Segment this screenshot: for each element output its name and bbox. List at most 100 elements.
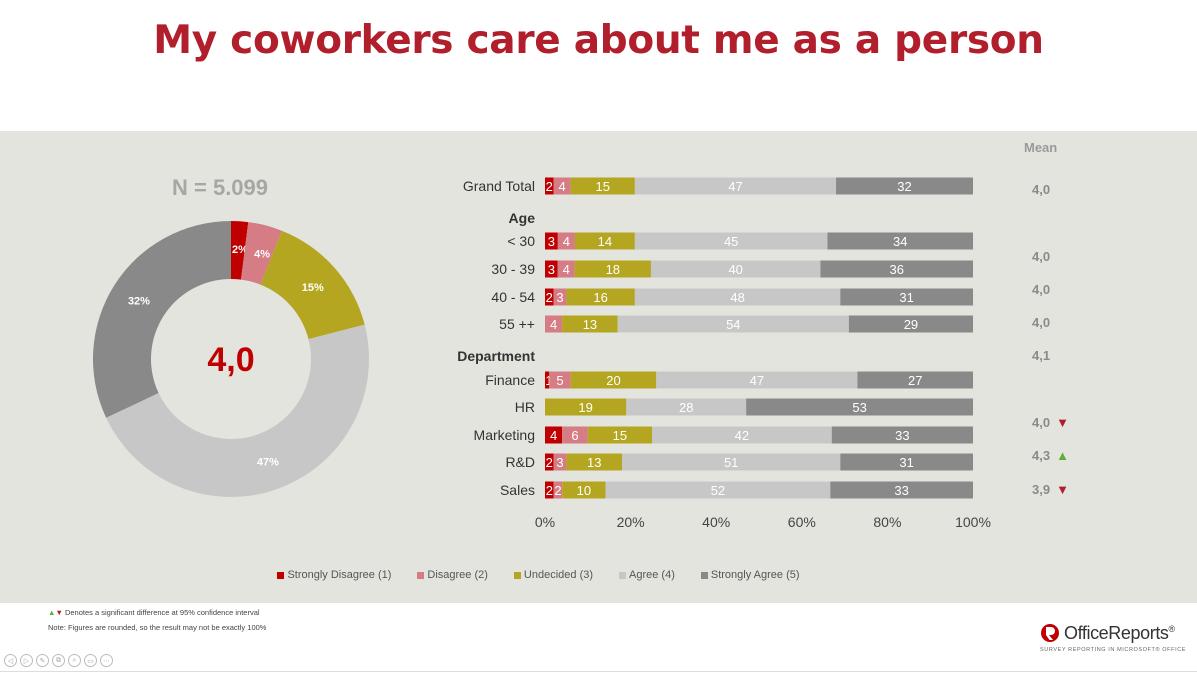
bar-value-label: 4 (550, 428, 557, 443)
bar-row-label: Finance (485, 372, 535, 388)
more-options-icon[interactable]: ⋯ (100, 654, 113, 667)
bar-group-header: Department (457, 348, 535, 364)
next-slide-icon[interactable]: ▷ (20, 654, 33, 667)
slide-title: My coworkers care about me as a person (153, 18, 1044, 63)
pen-icon[interactable]: ✎ (36, 654, 49, 667)
significance-marks: ▲▼ (48, 608, 63, 617)
bar-value-label: 48 (730, 290, 744, 305)
bar-segment (553, 288, 567, 306)
mean-value: 4,0 (1032, 282, 1051, 297)
chart-panel (0, 131, 1197, 603)
bar-segment (848, 315, 973, 333)
bar-value-label: 3 (556, 455, 563, 470)
bar-segment (545, 371, 550, 389)
bar-value-label: 2 (554, 483, 561, 498)
subtitles-icon[interactable]: ▭ (84, 654, 97, 667)
previous-slide-icon[interactable]: ◁ (4, 654, 17, 667)
bar-row-label: HR (515, 399, 535, 415)
bar-segment (545, 481, 554, 499)
legend-label: Strongly Agree (5) (710, 569, 800, 581)
legend-swatch (700, 571, 708, 579)
bar-value-label: 36 (889, 262, 903, 277)
sample-size-label: N = 5.099 (172, 175, 269, 200)
bar-segment (545, 426, 563, 444)
bar-segment (656, 371, 858, 389)
donut-slice-label: 32% (128, 296, 150, 308)
legend-swatch (277, 571, 285, 579)
zoom-icon[interactable]: ⌕ (68, 654, 81, 667)
legend-label: Undecided (3) (523, 569, 594, 581)
x-tick-label: 100% (955, 514, 991, 530)
bar-value-label: 18 (606, 262, 620, 277)
slide-nav-toolbar: ◁ ▷ ✎ ⧉ ⌕ ▭ ⋯ (4, 654, 113, 667)
bar-segment (574, 260, 651, 278)
bar-value-label: 54 (726, 317, 740, 332)
bar-segment (545, 232, 558, 250)
bar-segment (557, 260, 575, 278)
significance-up-icon: ▲ (1056, 448, 1069, 463)
bar-group-header: Age (509, 210, 536, 226)
bar-segment (566, 288, 635, 306)
bar-segment (545, 177, 554, 195)
bar-segment (553, 453, 567, 471)
bar-segment (634, 288, 841, 306)
legend-label: Agree (4) (629, 569, 675, 581)
bar-value-label: 1 (545, 373, 552, 388)
bar-segment (570, 177, 635, 195)
bar-segment (562, 481, 606, 499)
bar-segment (840, 288, 973, 306)
legend-swatch (417, 571, 425, 579)
bar-segment (545, 260, 558, 278)
bar-segment (617, 315, 849, 333)
bar-value-label: 51 (724, 455, 738, 470)
donut-slice-label: 15% (302, 282, 324, 294)
mean-value: 4,1 (1032, 348, 1051, 363)
bar-segment (746, 398, 973, 416)
bar-value-label: 4 (563, 262, 570, 277)
bar-value-label: 10 (577, 483, 591, 498)
bar-segment (562, 315, 618, 333)
bar-value-label: 4 (559, 179, 566, 194)
bar-value-label: 15 (613, 428, 627, 443)
bar-segment (587, 426, 652, 444)
legend-label: Strongly Disagree (1) (287, 569, 392, 581)
bar-value-label: 31 (899, 455, 913, 470)
mean-value: 3,9 ▼ (1032, 482, 1069, 497)
bar-value-label: 34 (893, 234, 907, 249)
bar-value-label: 3 (556, 290, 563, 305)
significance-text: Denotes a significant difference at 95% … (64, 608, 260, 617)
x-tick-label: 80% (873, 514, 901, 530)
bar-value-label: 27 (908, 373, 922, 388)
bar-segment (553, 177, 571, 195)
bar-value-label: 5 (556, 373, 563, 388)
donut-slice-label: 2% (232, 244, 248, 256)
bar-segment (545, 315, 563, 333)
bar-value-label: 2 (546, 179, 553, 194)
chart-legend: Strongly Disagree (1) Disagree (2) Undecid… (0, 569, 1197, 581)
bar-value-label: 14 (598, 234, 612, 249)
x-tick-label: 20% (617, 514, 645, 530)
bar-value-label: 6 (571, 428, 578, 443)
donut-slice (92, 221, 231, 418)
bar-value-label: 3 (548, 234, 555, 249)
bar-segment (827, 232, 973, 250)
bar-value-label: 28 (679, 400, 693, 415)
bar-value-label: 2 (546, 455, 553, 470)
donut-slice (260, 230, 365, 340)
mean-value: 4,3 ▲ (1032, 448, 1069, 463)
bar-value-label: 52 (711, 483, 725, 498)
x-tick-label: 60% (788, 514, 816, 530)
bar-value-label: 47 (750, 373, 764, 388)
slides-grid-icon[interactable]: ⧉ (52, 654, 65, 667)
donut-slice-label: 47% (257, 457, 279, 469)
bar-segment (650, 260, 821, 278)
significance-down-icon: ▼ (1056, 482, 1069, 497)
bar-value-label: 13 (587, 455, 601, 470)
bar-row-label: Marketing (474, 427, 535, 443)
bar-segment (840, 453, 973, 471)
legend-label: Disagree (2) (427, 569, 488, 581)
bar-segment (553, 481, 563, 499)
bar-segment (566, 453, 623, 471)
donut-slice-label: 4% (254, 248, 270, 260)
